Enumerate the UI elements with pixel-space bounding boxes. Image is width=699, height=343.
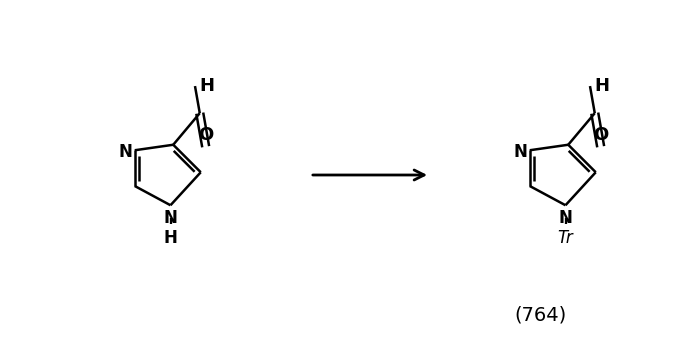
Text: (764): (764) xyxy=(514,306,566,324)
Text: N: N xyxy=(119,143,133,161)
Text: H: H xyxy=(594,77,609,95)
Text: H: H xyxy=(164,229,178,247)
Text: N: N xyxy=(559,209,572,227)
Text: O: O xyxy=(593,126,608,144)
Text: H: H xyxy=(199,77,214,95)
Text: N: N xyxy=(164,209,178,227)
Text: N: N xyxy=(514,143,528,161)
Text: O: O xyxy=(198,126,213,144)
Text: Tr: Tr xyxy=(558,229,573,247)
